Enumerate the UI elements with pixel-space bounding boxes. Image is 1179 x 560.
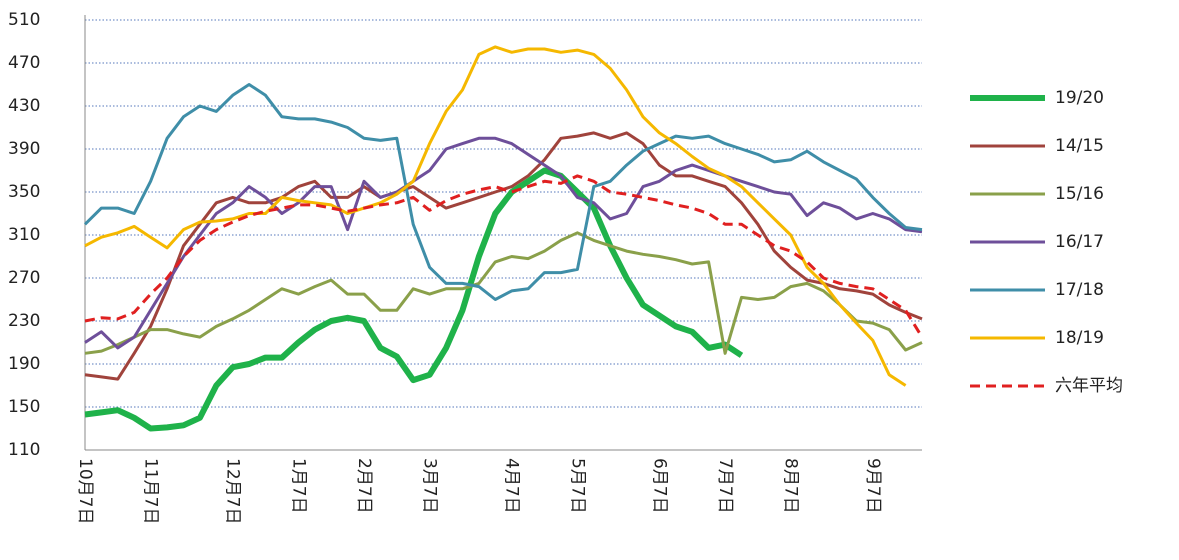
y-tick-label: 110 xyxy=(8,440,40,460)
y-tick-label: 510 xyxy=(8,10,40,30)
legend-label: 17/18 xyxy=(1055,280,1104,300)
y-tick-label: 230 xyxy=(8,311,40,331)
x-tick-label: 5月7日 xyxy=(567,458,587,514)
y-tick-label: 390 xyxy=(8,139,40,159)
y-tick-label: 470 xyxy=(8,53,40,73)
series-line xyxy=(84,231,923,355)
x-tick-label: 2月7日 xyxy=(354,458,374,514)
series-line xyxy=(84,167,744,432)
x-tick-label: 4月7日 xyxy=(502,458,522,514)
x-tick-label: 11月7日 xyxy=(141,458,161,524)
series-line xyxy=(84,45,907,387)
x-tick-label: 9月7日 xyxy=(863,458,883,514)
legend-label: 15/16 xyxy=(1055,184,1104,204)
x-tick-label: 8月7日 xyxy=(781,458,801,514)
series-line xyxy=(84,136,923,350)
series-line xyxy=(83,83,923,301)
legend-label: 六年平均 xyxy=(1055,376,1123,396)
x-tick-label: 3月7日 xyxy=(420,458,440,514)
legend-label: 14/15 xyxy=(1055,136,1104,156)
y-tick-label: 270 xyxy=(8,268,40,288)
legend-label: 16/17 xyxy=(1055,232,1104,252)
x-tick-label: 12月7日 xyxy=(223,458,243,524)
x-tick-label: 10月7日 xyxy=(75,458,95,524)
y-tick-label: 350 xyxy=(8,182,40,202)
x-tick-label: 1月7日 xyxy=(288,458,308,514)
series-line xyxy=(84,174,924,338)
y-tick-label: 310 xyxy=(8,225,40,245)
y-tick-label: 190 xyxy=(8,354,40,374)
x-tick-label: 7月7日 xyxy=(715,458,735,514)
y-tick-label: 150 xyxy=(8,397,40,417)
y-tick-label: 430 xyxy=(8,96,40,116)
legend-label: 18/19 xyxy=(1055,328,1104,348)
x-tick-label: 6月7日 xyxy=(649,458,669,514)
legend-label: 19/20 xyxy=(1055,88,1104,108)
